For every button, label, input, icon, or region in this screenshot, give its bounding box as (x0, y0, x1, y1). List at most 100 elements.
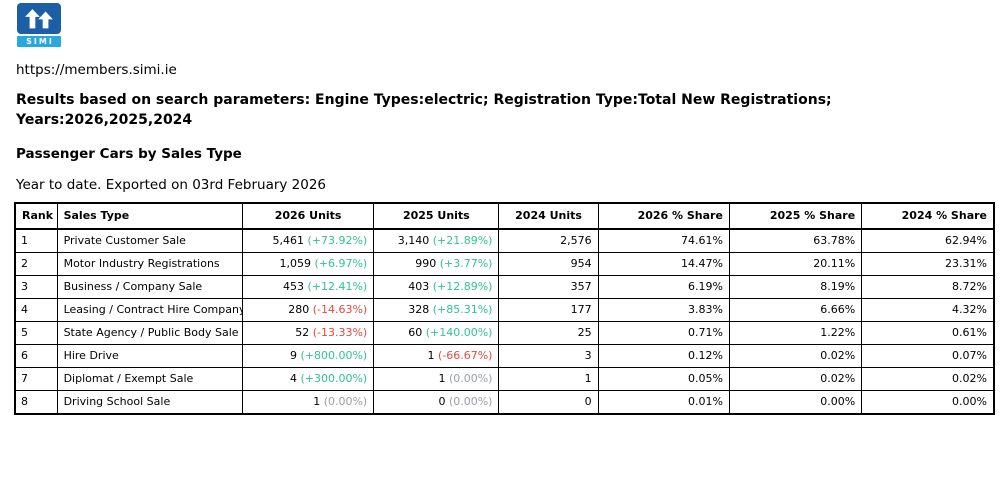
cell-sales-type: Diplomat / Exempt Sale (56, 367, 243, 391)
table-row: 5 State Agency / Public Body Sale 52 (-13.… (14, 321, 995, 345)
yoy-change: (0.00%) (323, 395, 368, 408)
cell-sales-type: State Agency / Public Body Sale (56, 321, 243, 345)
yoy-change: (+21.89%) (432, 234, 493, 247)
cell-2024-share: 0.00% (861, 390, 995, 415)
table-row: 4 Leasing / Contract Hire Company 280 (-14… (14, 298, 995, 322)
cell-2026-units: 280 (-14.63%) (241, 298, 375, 322)
yoy-change: (-66.67%) (437, 349, 493, 362)
cell-rank: 2 (14, 252, 58, 276)
cell-2026-units: 1,059 (+6.97%) (241, 252, 375, 276)
yoy-change: (-13.33%) (312, 326, 368, 339)
column-header-2025-share: 2025 % Share (728, 202, 863, 230)
export-note: Year to date. Exported on 03rd February … (16, 177, 327, 193)
column-header-2024-share: 2024 % Share (861, 202, 995, 230)
cell-2025-units: 0 (0.00%) (373, 390, 500, 415)
cell-2024-units: 357 (498, 275, 599, 299)
cell-2024-units: 3 (498, 344, 599, 368)
simi-logo-mark (17, 3, 61, 34)
cell-2025-units: 1 (-66.67%) (373, 344, 500, 368)
yoy-change: (+300.00%) (300, 372, 368, 385)
search-summary-line1: Results based on search parameters: Engi… (16, 92, 832, 108)
cell-2025-share: 0.00% (728, 390, 863, 415)
cell-2024-share: 0.61% (861, 321, 995, 345)
cell-2026-units: 9 (+800.00%) (241, 344, 375, 368)
column-header-rank: Rank (14, 202, 58, 230)
yoy-change: (+6.97%) (314, 257, 368, 270)
cell-2026-units: 1 (0.00%) (241, 390, 375, 415)
cell-2025-share: 6.66% (728, 298, 863, 322)
table-header-row: Rank Sales Type 2026 Units 2025 Units 2024 U… (14, 202, 995, 230)
yoy-change: (+12.41%) (307, 280, 368, 293)
cell-2024-units: 0 (498, 390, 599, 415)
page-url: https://members.simi.ie (16, 62, 177, 78)
column-header-2026-units: 2026 Units (241, 202, 375, 230)
cell-rank: 7 (14, 367, 58, 391)
cell-2025-share: 63.78% (728, 228, 863, 253)
cell-2026-share: 0.71% (597, 321, 730, 345)
cell-2025-share: 0.02% (728, 344, 863, 368)
simi-logo: SIMI (17, 3, 61, 47)
cell-2024-share: 23.31% (861, 252, 995, 276)
table-row: 2 Motor Industry Registrations 1,059 (+6.9… (14, 252, 995, 276)
cell-2025-units: 1 (0.00%) (373, 367, 500, 391)
table-row: 8 Driving School Sale 1 (0.00%) 0 (0.00%) 0 0… (14, 390, 995, 415)
yoy-change: (+3.77%) (439, 257, 493, 270)
cell-2026-units: 5,461 (+73.92%) (241, 228, 375, 253)
cell-2024-units: 2,576 (498, 228, 599, 253)
yoy-change: (0.00%) (448, 395, 493, 408)
cell-2025-units: 403 (+12.89%) (373, 275, 500, 299)
cell-sales-type: Motor Industry Registrations (56, 252, 243, 276)
cell-2026-units: 52 (-13.33%) (241, 321, 375, 345)
search-summary: Results based on search parameters: Engi… (16, 91, 993, 130)
column-header-2026-share: 2026 % Share (597, 202, 730, 230)
cell-2026-share: 3.83% (597, 298, 730, 322)
cell-2026-units: 4 (+300.00%) (241, 367, 375, 391)
cell-2026-share: 14.47% (597, 252, 730, 276)
cell-2024-units: 954 (498, 252, 599, 276)
cell-sales-type: Driving School Sale (56, 390, 243, 415)
cell-2026-share: 0.12% (597, 344, 730, 368)
cell-2025-units: 3,140 (+21.89%) (373, 228, 500, 253)
double-up-arrow-icon (25, 9, 53, 29)
table-row: 3 Business / Company Sale 453 (+12.41%) 403… (14, 275, 995, 299)
cell-2026-units: 453 (+12.41%) (241, 275, 375, 299)
cell-2025-share: 8.19% (728, 275, 863, 299)
cell-2024-share: 0.07% (861, 344, 995, 368)
cell-sales-type: Hire Drive (56, 344, 243, 368)
yoy-change: (+12.89%) (432, 280, 493, 293)
cell-2026-share: 6.19% (597, 275, 730, 299)
cell-2026-share: 0.01% (597, 390, 730, 415)
cell-2024-units: 25 (498, 321, 599, 345)
cell-2024-share: 8.72% (861, 275, 995, 299)
cell-rank: 6 (14, 344, 58, 368)
cell-2026-share: 74.61% (597, 228, 730, 253)
table-body: 1 Private Customer Sale 5,461 (+73.92%) 3,1… (14, 228, 995, 415)
cell-rank: 4 (14, 298, 58, 322)
search-summary-line2: Years:2026,2025,2024 (16, 111, 193, 128)
yoy-change: (+85.31%) (432, 303, 493, 316)
cell-2025-units: 60 (+140.00%) (373, 321, 500, 345)
section-title: Passenger Cars by Sales Type (16, 146, 242, 162)
yoy-change: (-14.63%) (312, 303, 368, 316)
cell-rank: 3 (14, 275, 58, 299)
cell-2026-share: 0.05% (597, 367, 730, 391)
yoy-change: (0.00%) (448, 372, 493, 385)
cell-sales-type: Private Customer Sale (56, 228, 243, 253)
cell-rank: 1 (14, 228, 58, 253)
sales-type-table: Rank Sales Type 2026 Units 2025 Units 2024 U… (14, 202, 995, 415)
yoy-change: (+73.92%) (307, 234, 368, 247)
cell-2025-share: 20.11% (728, 252, 863, 276)
cell-2024-share: 0.02% (861, 367, 995, 391)
cell-2024-units: 177 (498, 298, 599, 322)
cell-sales-type: Leasing / Contract Hire Company (56, 298, 243, 322)
table-row: 7 Diplomat / Exempt Sale 4 (+300.00%) 1 (0.… (14, 367, 995, 391)
column-header-sales-type: Sales Type (56, 202, 243, 230)
yoy-change: (+140.00%) (425, 326, 493, 339)
column-header-2024-units: 2024 Units (498, 202, 599, 230)
cell-2025-share: 0.02% (728, 367, 863, 391)
column-header-2025-units: 2025 Units (373, 202, 500, 230)
cell-2025-share: 1.22% (728, 321, 863, 345)
simi-report-page: SIMI https://members.simi.ie Results bas… (14, 3, 995, 415)
cell-2025-units: 990 (+3.77%) (373, 252, 500, 276)
cell-2024-units: 1 (498, 367, 599, 391)
